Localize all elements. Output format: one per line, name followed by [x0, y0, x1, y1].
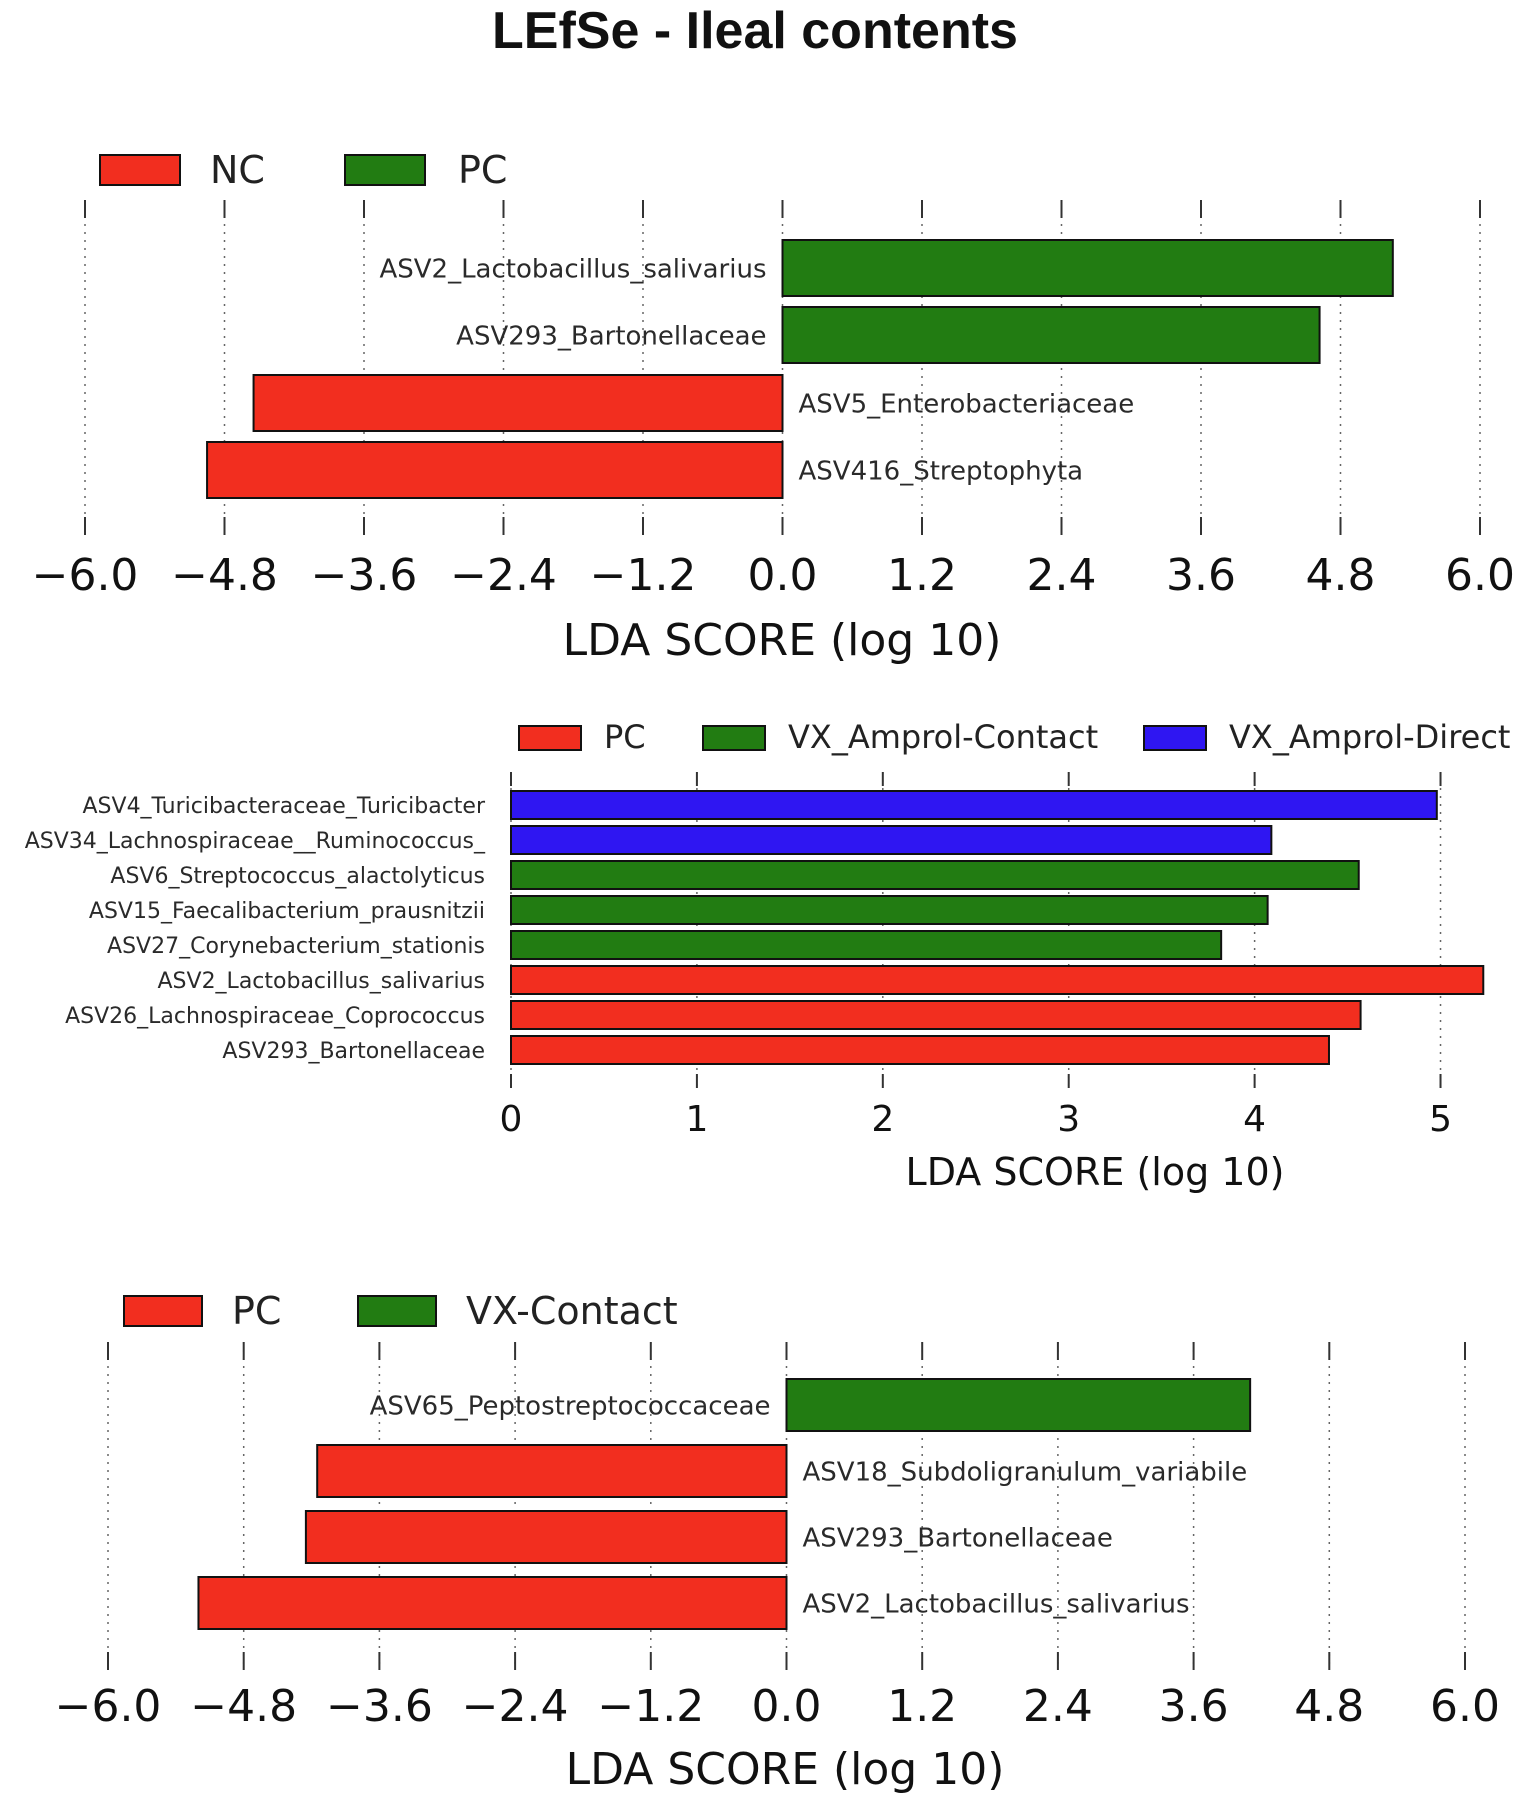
panel-nc-vs-pc: NC PC −6.0 −4.8 −3.6 −2.4 −1.2 0.0 1.2 2.4 3.6 4.8 6…: [32, 148, 1515, 666]
x-tick-label: −4.8: [190, 1681, 297, 1732]
bar-asv18-subdoligranulum-variabile: [316, 1444, 788, 1498]
category-label: ASV6_Streptococcus_alactolyticus: [110, 864, 485, 889]
category-label: ASV34_Lachnospiraceae__Ruminococcus_: [25, 829, 486, 854]
category-label: ASV293_Bartonellaceae: [222, 1039, 485, 1064]
x-tick-label: 0: [500, 1099, 523, 1140]
category-label: ASV65_Peptostreptococcaceae: [370, 1391, 771, 1421]
x-tick-label: 6.0: [1430, 1681, 1500, 1732]
legend-swatch-vx-contact: [357, 1295, 437, 1327]
category-label: ASV27_Corynebacterium_stationis: [107, 934, 485, 959]
legend-label-vx-contact: VX-Contact: [466, 1289, 678, 1333]
x-tick-label: −4.8: [171, 550, 278, 601]
bar-asv293-bartonellaceae: [304, 1510, 788, 1564]
legend-label-nc: NC: [210, 148, 265, 192]
x-tick-label: 0.0: [748, 550, 818, 601]
x-tick-label: −1.2: [590, 550, 697, 601]
panel-pc-vs-vx-amprol: PC VX_Amprol-Contact VX_Amprol-Direct 0 1 2 3 4…: [25, 718, 1511, 1194]
x-tick-label: 2: [871, 1099, 894, 1140]
x-axis-label: LDA SCORE (log 10): [566, 1744, 1005, 1793]
legend-label-vx-amprol-contact: VX_Amprol-Contact: [788, 718, 1098, 756]
x-tick-label: −3.6: [311, 550, 418, 601]
category-label: ASV5_Enterobacteriaceae: [799, 389, 1135, 419]
bar-asv26-lachnospiraceae-coprococcus: [510, 1000, 1362, 1030]
bar-asv416-streptophyta: [206, 441, 784, 499]
legend-swatch-vx-amprol-contact: [702, 725, 766, 751]
x-axis-label: LDA SCORE (log 10): [563, 615, 1002, 666]
x-tick-label: −2.4: [450, 550, 557, 601]
bar-asv2-lactobacillus-salivarius: [510, 965, 1485, 995]
category-label: ASV293_Bartonellaceae: [456, 321, 766, 351]
category-label: ASV4_Turicibacteraceae_Turicibacter: [83, 794, 486, 819]
x-tick-label: 2.4: [1027, 550, 1097, 601]
legend-label-pc: PC: [458, 148, 507, 192]
legend-label-vx-amprol-direct: VX_Amprol-Direct: [1229, 718, 1510, 756]
legend-swatch-pc: [344, 154, 426, 186]
x-tick-label: 5: [1429, 1099, 1452, 1140]
legend-label-pc: PC: [232, 1289, 281, 1333]
bar-asv2-lactobacillus-salivarius: [781, 239, 1394, 297]
bar-asv5-enterobacteriaceae: [252, 374, 784, 432]
x-tick-label: 2.4: [1023, 1681, 1093, 1732]
bar-asv65-peptostreptococcaceae: [785, 1378, 1252, 1432]
bar-asv4-turicibacteraceae-turicibacter: [510, 790, 1438, 820]
x-tick-label: −1.2: [597, 1681, 704, 1732]
x-tick-label: 3.6: [1166, 550, 1236, 601]
category-label: ASV293_Bartonellaceae: [803, 1523, 1113, 1553]
category-label: ASV26_Lachnospiraceae_Coprococcus: [65, 1004, 485, 1029]
x-tick-label: 6.0: [1445, 550, 1515, 601]
bar-asv27-corynebacterium-stationis: [510, 930, 1223, 960]
x-axis-label: LDA SCORE (log 10): [906, 1150, 1285, 1194]
category-label: ASV2_Lactobacillus_salivarius: [158, 969, 486, 994]
x-tick-label: 3: [1057, 1099, 1080, 1140]
x-tick-label: 1: [685, 1099, 708, 1140]
bar-asv2-lactobacillus-salivarius: [197, 1576, 788, 1630]
figure-title: LEfSe - Ileal contents: [492, 2, 1018, 60]
category-label: ASV15_Faecalibacterium_prausnitzii: [89, 899, 485, 924]
category-label: ASV2_Lactobacillus_salivarius: [803, 1589, 1190, 1619]
legend-swatch-nc: [99, 154, 181, 186]
bar-asv15-faecalibacterium-prausnitzii: [510, 895, 1269, 925]
bar-asv293-bartonellaceae: [781, 306, 1321, 364]
category-label: ASV416_Streptophyta: [799, 456, 1084, 486]
x-tick-label: 4.8: [1294, 1681, 1364, 1732]
panel-pc-vs-vx-contact: PC VX-Contact −6.0 −4.8 −3.6 −2.4 −1.2 0.0 1.2 2.…: [55, 1289, 1500, 1793]
x-tick-label: 1.2: [887, 1681, 957, 1732]
x-tick-label: 3.6: [1159, 1681, 1229, 1732]
x-tick-label: −6.0: [55, 1681, 162, 1732]
bar-asv293-bartonellaceae: [510, 1035, 1330, 1065]
x-tick-label: −2.4: [462, 1681, 569, 1732]
bar-asv6-streptococcus-alactolyticus: [510, 860, 1360, 890]
x-tick-label: 4.8: [1306, 550, 1376, 601]
x-tick-label: −6.0: [32, 550, 139, 601]
category-label: ASV2_Lactobacillus_salivarius: [379, 254, 766, 284]
x-tick-label: 1.2: [887, 550, 957, 601]
category-label: ASV18_Subdoligranulum_variabile: [803, 1457, 1248, 1487]
x-tick-label: −3.6: [326, 1681, 433, 1732]
x-tick-label: 0.0: [752, 1681, 822, 1732]
legend-swatch-pc: [123, 1295, 203, 1327]
x-tick-label: 4: [1243, 1099, 1266, 1140]
legend-swatch-pc: [518, 725, 582, 751]
legend-swatch-vx-amprol-direct: [1143, 725, 1207, 751]
legend-label-pc: PC: [604, 718, 646, 756]
bar-asv34-lachnospiraceae-ruminococcus: [510, 825, 1273, 855]
